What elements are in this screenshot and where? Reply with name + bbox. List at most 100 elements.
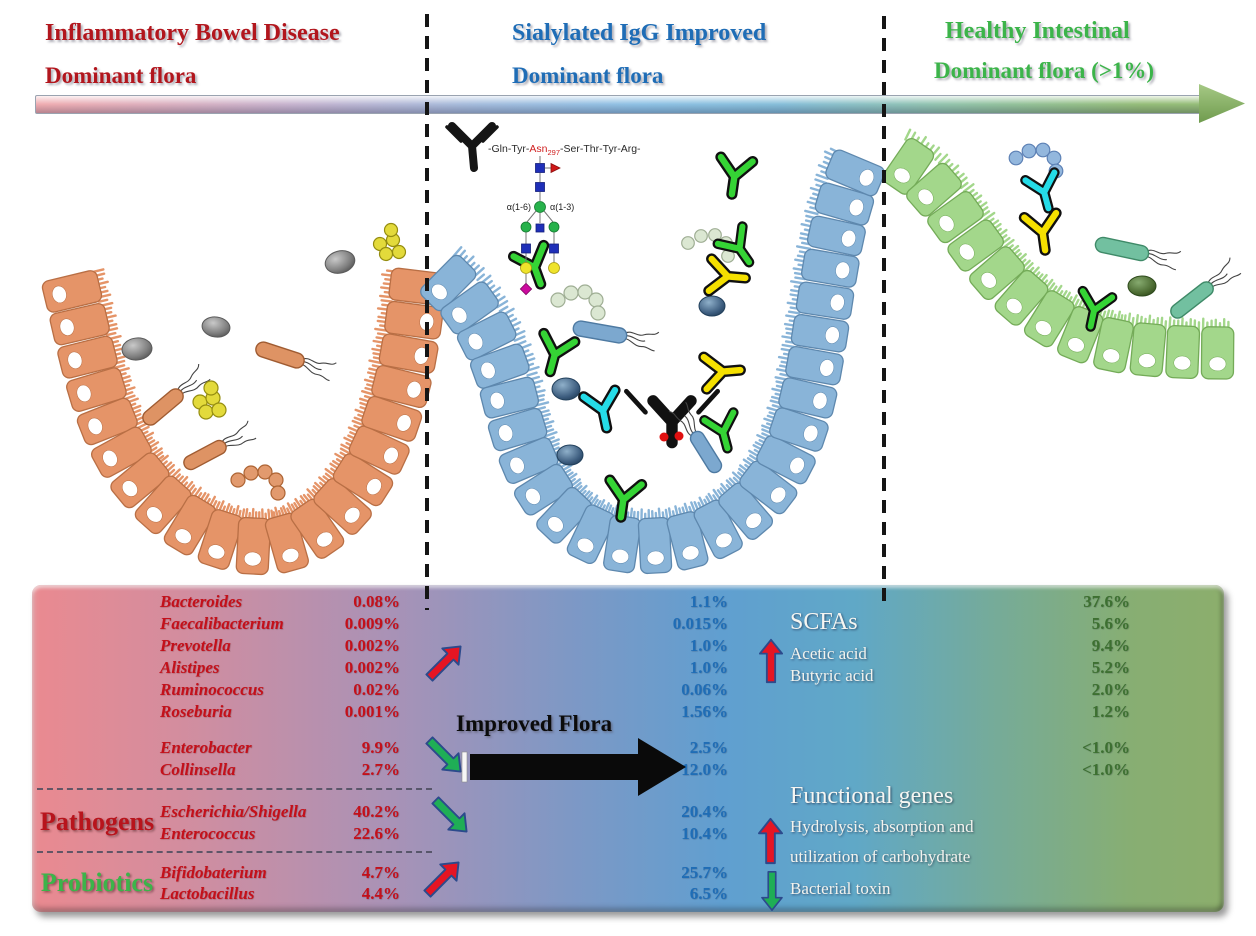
table-row: Enterobacter 9.9% 2.5% <1.0%: [32, 737, 1224, 759]
antibody-icon: [703, 253, 751, 297]
epithelial-cell: [76, 397, 138, 446]
epithelial-cell: [49, 303, 110, 346]
sialic-acid-dot: [674, 431, 684, 441]
value-healthy: 5.2%: [1091, 658, 1130, 677]
bacterium-oval-icon: [121, 337, 153, 361]
epithelial-cell: [479, 376, 540, 419]
value-healthy: <1.0%: [1082, 738, 1130, 757]
epithelial-cell: [469, 343, 530, 389]
ibd-section-subtitle: Dominant flora: [45, 63, 197, 88]
value-igg: 0.015%: [672, 614, 728, 633]
epithelial-cell: [927, 191, 984, 244]
value-ibd: 4.4%: [361, 884, 400, 903]
genus-name: Escherichia/Shigella: [160, 802, 307, 821]
epithelial-cell: [566, 504, 616, 565]
glcnac-icon: [535, 182, 545, 192]
bacterium-rod-icon: [183, 420, 257, 471]
galactose-icon: [520, 262, 532, 274]
fucose-icon: [550, 162, 561, 174]
igg-glycan-diagram: -Gln-Tyr-Asn297-Ser-Thr-Tyr-Arg- α(1-6) …: [445, 122, 641, 296]
epithelial-cell: [1129, 322, 1167, 378]
epithelial-cell: [882, 137, 935, 195]
probiotics-label: Probiotics: [40, 868, 154, 897]
antibody-icon: [1018, 207, 1062, 256]
glcnac-icon: [535, 163, 545, 173]
value-healthy: <1.0%: [1082, 760, 1130, 779]
igg-section-title: Sialylated IgG Improved: [512, 20, 767, 46]
mannose-icon: [548, 221, 560, 233]
epithelial-cell: [790, 313, 850, 353]
table-row: Escherichia/Shigella 40.2% 20.4%: [32, 801, 1224, 823]
value-ibd: 2.7%: [361, 760, 400, 779]
value-igg: 2.5%: [689, 738, 728, 757]
epithelial-cell: [110, 452, 170, 509]
bacterium-rod-icon: [1094, 236, 1182, 271]
trend-down-arrow: [431, 796, 468, 833]
epithelium-igg-crypt: [420, 147, 885, 575]
value-ibd: 0.009%: [344, 614, 400, 633]
value-ibd: 0.002%: [344, 658, 400, 677]
value-igg: 20.4%: [681, 802, 728, 821]
epithelial-cell: [739, 460, 798, 515]
genus-name: Collinsella: [160, 760, 236, 779]
antibody-icon: [538, 327, 581, 378]
value-igg: 12.0%: [681, 760, 728, 779]
value-ibd: 4.7%: [361, 863, 400, 882]
igg-molecule-icon: [445, 122, 499, 172]
improved-flora-label: Improved Flora: [456, 711, 613, 736]
epithelial-cell: [66, 367, 127, 412]
table-row: Roseburia 0.001% 1.56% 1.2%: [32, 701, 1224, 723]
epithelial-cell: [1200, 326, 1235, 380]
trend-up-arrow: [423, 861, 460, 898]
epithelial-cell: [290, 498, 345, 559]
antibody-icon: [578, 384, 621, 434]
epithelial-cell: [440, 281, 499, 335]
functional-genes-up-line1: Hydrolysis, absorption and: [790, 817, 974, 836]
galactose-icon: [548, 262, 560, 274]
antibody-icon: [698, 351, 746, 395]
table-row: Bifidobaterium 4.7% 25.7%: [32, 862, 1224, 884]
genus-name: Enterobacter: [160, 738, 252, 757]
glcnac-icon: [521, 243, 531, 254]
epithelial-cell: [1023, 290, 1075, 348]
genus-name: Bifidobaterium: [160, 863, 267, 882]
value-igg: 1.56%: [681, 702, 728, 721]
epithelial-cell: [693, 499, 743, 560]
epithelial-cell: [756, 435, 816, 485]
dashed-separator: [37, 788, 432, 790]
epithelial-cell: [91, 426, 152, 478]
functional-genes-up-line2: utilization of carbohydrate: [790, 847, 971, 866]
epithelial-cell: [666, 511, 709, 571]
bacterium-oval-icon: [556, 444, 584, 466]
value-ibd: 22.6%: [353, 824, 400, 843]
genus-name: Bacteroides: [160, 592, 243, 611]
value-healthy: 2.0%: [1091, 680, 1130, 699]
alpha-1-6-label: α(1-6): [507, 202, 531, 212]
value-igg: 25.7%: [681, 863, 728, 882]
table-row: Collinsella 2.7% 12.0% <1.0%: [32, 759, 1224, 781]
genus-name: Alistipes: [160, 658, 220, 677]
epithelial-cell: [718, 482, 774, 540]
glcnac-icon: [535, 223, 545, 233]
increase-arrow: [758, 817, 783, 865]
peptide-sequence: -Gln-Tyr-Asn297-Ser-Thr-Tyr-Arg-: [488, 143, 641, 157]
value-ibd: 0.002%: [344, 636, 400, 655]
glcnac-icon: [549, 243, 559, 254]
epithelial-cell: [536, 486, 593, 544]
value-healthy: 5.6%: [1091, 614, 1130, 633]
bacterium-cocci-chain-icon: [372, 222, 407, 262]
mannose-icon: [534, 201, 546, 213]
bacterium-cocci-chain-icon: [230, 464, 286, 501]
value-igg: 0.06%: [681, 680, 728, 699]
functional-genes-title: Functional genes: [790, 783, 954, 809]
epithelial-cell: [456, 311, 517, 361]
epithelium-ibd-crypt: [41, 267, 448, 576]
bacterium-rod-icon: [142, 363, 211, 426]
table-row: Enterococcus 22.6% 10.4%: [32, 823, 1224, 845]
table-row: Alistipes 0.002% 1.0% 5.2%: [32, 657, 1224, 679]
bacterium-rod-icon: [572, 320, 660, 352]
epithelial-cell: [420, 254, 477, 312]
improved-flora-arrow: [461, 738, 686, 796]
glycan-tree: α(1-6) α(1-3): [507, 156, 574, 296]
intestine-illustration: -Gln-Tyr-Asn297-Ser-Thr-Tyr-Arg- α(1-6) …: [41, 122, 1242, 576]
